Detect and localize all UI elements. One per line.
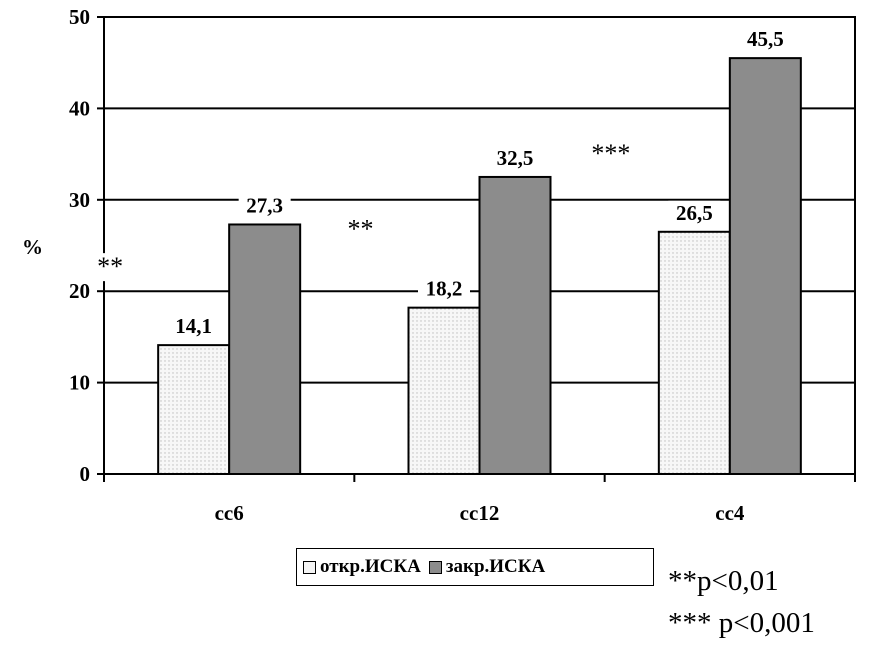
legend: откр.ИСКА закр.ИСКА	[296, 548, 654, 586]
data-label-bg-cc12-s0	[418, 276, 470, 301]
bar-cc6-s0	[157, 344, 231, 475]
data-label-bg-cc12-s1	[489, 145, 541, 170]
x-tick-label-cc4: cc4	[715, 501, 745, 525]
data-label-cc6-s1: 27,3	[246, 193, 283, 217]
legend-label-open: откр.ИСКА	[320, 556, 421, 577]
y-tick-label-10: 10	[69, 371, 90, 395]
x-tick-label-cc12: cc12	[460, 501, 500, 525]
note-p0001: *** p<0,001	[668, 607, 815, 639]
significance-bg-2	[577, 139, 645, 168]
legend-swatch-closed	[428, 560, 442, 574]
significance-marks: *******	[85, 139, 645, 282]
y-tick-label-0: 0	[80, 462, 91, 486]
note-p001: **p<0,01	[668, 565, 779, 597]
data-label-bg-cc6-s1	[238, 193, 291, 218]
x-axis: cc6 cc12 cc4	[103, 474, 856, 525]
bar-cc6-s1	[228, 223, 302, 475]
y-tick-label-50: 50	[69, 5, 90, 29]
legend-label-closed: закр.ИСКА	[445, 556, 546, 577]
significance-bg-1	[335, 215, 386, 244]
y-tick-label-20: 20	[69, 279, 90, 303]
data-label-cc4-s1: 45,5	[747, 27, 784, 51]
y-axis: 0 10 20 30 40 50	[69, 5, 104, 486]
data-label-cc12-s1: 32,5	[497, 146, 534, 170]
data-label-bg-cc4-s1	[739, 27, 792, 52]
y-tick-label-40: 40	[69, 96, 90, 120]
bars	[157, 57, 802, 476]
significance-mark-cc4: ***	[591, 139, 630, 168]
bar-cc12-s0	[407, 306, 481, 476]
data-label-cc4-s0: 26,5	[676, 201, 713, 225]
y-tick-label-30: 30	[69, 188, 90, 212]
significance-notes: **p<0,01 *** p<0,001	[668, 560, 815, 644]
bar-cc4-s1	[728, 57, 802, 475]
significance-mark-cc12: **	[348, 215, 374, 244]
legend-item-open: откр.ИСКА	[303, 556, 421, 578]
data-label-bg-cc6-s0	[167, 314, 220, 339]
legend-item-closed: закр.ИСКА	[428, 556, 546, 578]
bar-cc12-s1	[478, 175, 552, 475]
data-label-cc12-s0: 18,2	[426, 277, 463, 301]
significance-bg-0	[85, 253, 136, 282]
y-axis-label: %	[22, 235, 43, 259]
data-label-cc6-s0: 14,1	[175, 314, 212, 338]
x-tick-label-cc6: cc6	[215, 501, 244, 525]
data-labels: 14,1 27,3 18,2 32,5 26,5 45,5	[167, 27, 792, 339]
bar-cc4-s0	[657, 230, 731, 475]
legend-swatch-open	[303, 560, 316, 574]
data-label-bg-cc4-s0	[668, 200, 721, 225]
significance-mark-cc6: **	[97, 252, 123, 281]
